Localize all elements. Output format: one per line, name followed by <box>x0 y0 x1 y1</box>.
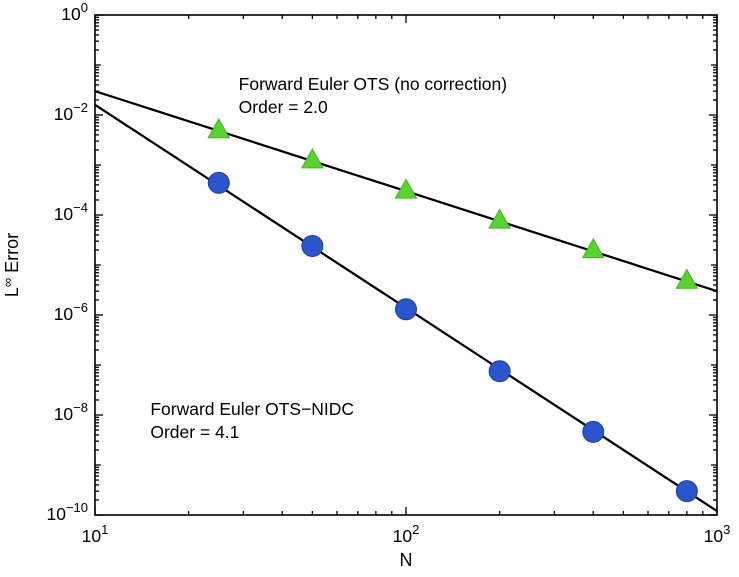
y-tick-label: 10−8 <box>54 400 88 424</box>
triangle-marker <box>207 118 231 139</box>
circle-marker <box>488 360 511 383</box>
annotation-1-line-1: Order = 4.1 <box>150 422 239 442</box>
triangle-marker <box>394 178 418 199</box>
triangle-marker <box>301 148 324 169</box>
x-axis-label: N <box>400 550 413 570</box>
circle-marker <box>301 234 324 257</box>
x-tick-label: 103 <box>704 522 731 546</box>
triangle-marker <box>581 237 605 259</box>
annotation-1-line-0: Forward Euler OTS−NIDC <box>150 399 354 419</box>
circle-marker <box>582 420 605 443</box>
circle-marker <box>675 480 698 503</box>
x-tick-label: 102 <box>393 522 420 546</box>
circle-marker <box>395 298 417 321</box>
triangle-marker <box>675 268 699 289</box>
y-tick-label: 10−4 <box>54 200 88 224</box>
circle-marker <box>207 171 230 194</box>
y-tick-label: 10−10 <box>46 500 88 524</box>
annotation-0-line-0: Forward Euler OTS (no correction) <box>239 74 507 94</box>
y-axis-label: L∞ Error <box>0 233 22 297</box>
y-tick-label: 100 <box>61 0 88 24</box>
y-tick-label: 10−2 <box>54 100 88 124</box>
x-tick-label: 101 <box>82 522 109 546</box>
triangle-marker <box>488 208 511 229</box>
annotation-0-line-1: Order = 2.0 <box>239 97 328 117</box>
y-tick-label: 10−6 <box>54 300 88 324</box>
plot-box <box>94 14 718 516</box>
